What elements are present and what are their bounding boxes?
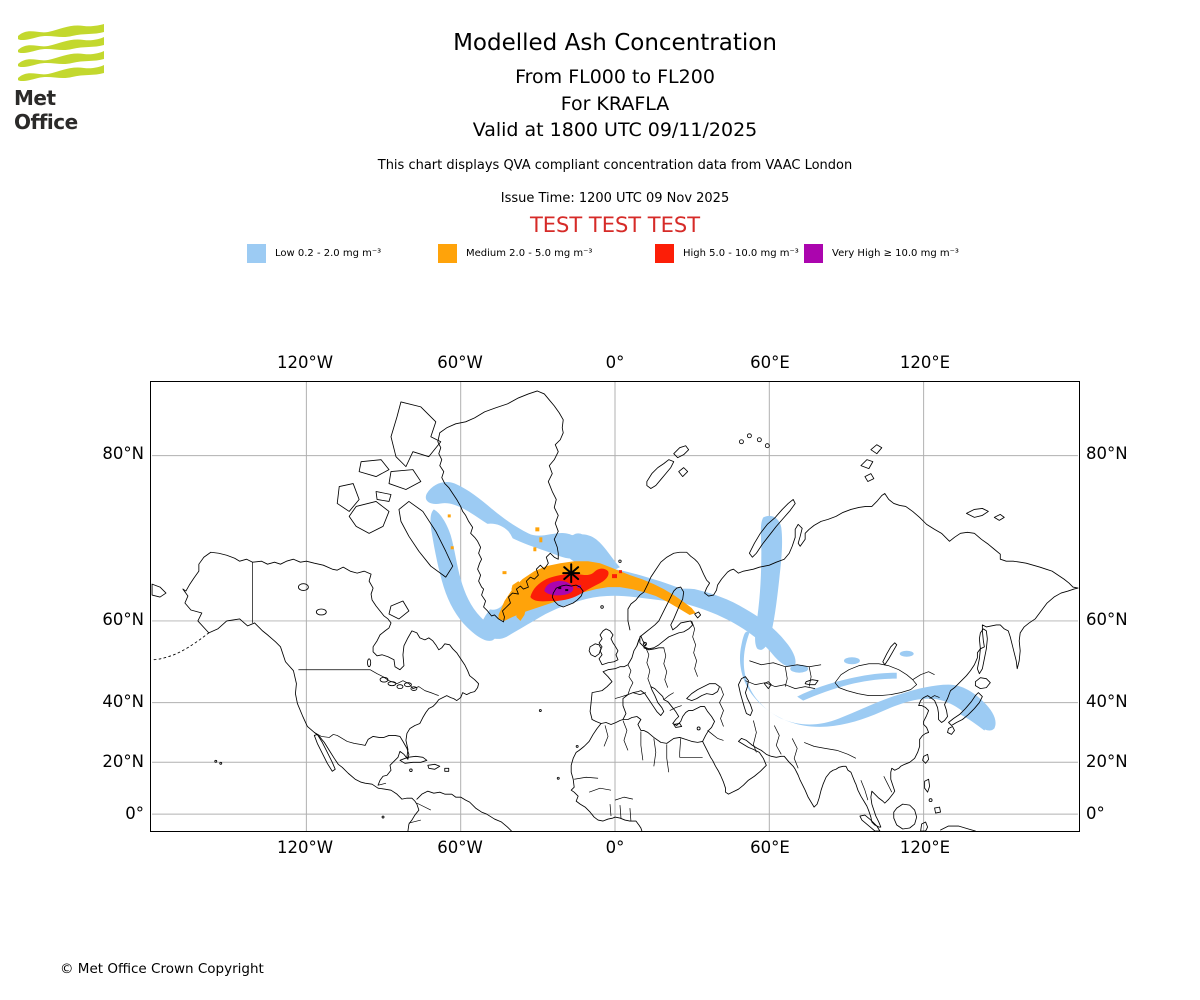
axis-label-bottom-60w: 60°W: [437, 838, 483, 857]
axis-label-bottom-60e: 60°E: [750, 838, 790, 857]
legend-swatch-low: [247, 244, 266, 263]
axis-label-left-60n: 60°N: [102, 610, 144, 629]
axis-label-bottom-0: 0°: [605, 838, 625, 857]
subtitle-flight-levels: From FL000 to FL200: [515, 66, 715, 88]
country-borders: [252, 562, 940, 824]
axis-label-right-0: 0°: [1086, 804, 1105, 823]
page-title: Modelled Ash Concentration: [453, 30, 777, 56]
axis-label-left-40n: 40°N: [102, 692, 144, 711]
axis-label-right-60n: 60°N: [1086, 610, 1128, 629]
coastlines: [151, 390, 1079, 831]
legend-label-low: Low 0.2 - 2.0 mg m⁻³: [275, 248, 382, 259]
axis-label-left-80n: 80°N: [102, 444, 144, 463]
legend-item-high: High 5.0 - 10.0 mg m⁻³: [655, 244, 799, 263]
legend-label-very-high: Very High ≥ 10.0 mg m⁻³: [832, 248, 959, 259]
graticule: [152, 382, 1078, 831]
met-office-logo-text: Met Office: [14, 86, 78, 134]
axis-label-right-20n: 20°N: [1086, 752, 1128, 771]
legend-swatch-high: [655, 244, 674, 263]
title-block: Modelled Ash Concentration From FL000 to…: [150, 30, 1080, 144]
legend-item-low: Low 0.2 - 2.0 mg m⁻³: [247, 244, 381, 263]
ash-speckles: [558, 587, 569, 592]
axis-label-bottom-120e: 120°E: [899, 838, 951, 857]
legend-label-high: High 5.0 - 10.0 mg m⁻³: [683, 248, 799, 259]
ash-layer-medium: [447, 514, 696, 621]
issue-time: Issue Time: 1200 UTC 09 Nov 2025: [500, 191, 730, 206]
axis-label-top-0: 0°: [605, 353, 625, 372]
axis-label-top-60w: 60°W: [437, 353, 483, 372]
axis-label-left-0: 0°: [125, 804, 144, 823]
world-map-canvas: [151, 382, 1079, 831]
axis-label-top-60e: 60°E: [750, 353, 790, 372]
legend-swatch-medium: [438, 244, 457, 263]
legend-swatch-very-high: [804, 244, 823, 263]
met-office-logo: Met Office: [14, 24, 124, 134]
legend-item-very-high: Very High ≥ 10.0 mg m⁻³: [804, 244, 959, 263]
qva-note: This chart displays QVA compliant concen…: [377, 158, 853, 173]
legend-label-medium: Medium 2.0 - 5.0 mg m⁻³: [466, 248, 593, 259]
axis-label-top-120e: 120°E: [899, 353, 951, 372]
met-office-logo-waves: [18, 24, 104, 82]
axis-label-right-80n: 80°N: [1086, 444, 1128, 463]
legend-item-medium: Medium 2.0 - 5.0 mg m⁻³: [438, 244, 592, 263]
subtitle-volcano: For KRAFLA: [560, 92, 670, 115]
copyright-notice: © Met Office Crown Copyright: [60, 961, 264, 977]
axis-label-right-40n: 40°N: [1086, 692, 1128, 711]
axis-label-left-20n: 20°N: [102, 752, 144, 771]
subtitle-valid-time: Valid at 1800 UTC 09/11/2025: [472, 119, 758, 141]
volcano-marker: [562, 563, 581, 584]
axis-label-top-120w: 120°W: [276, 353, 334, 372]
world-map: [150, 381, 1080, 832]
axis-label-bottom-120w: 120°W: [276, 838, 334, 857]
test-banner: TEST TEST TEST: [529, 213, 701, 237]
